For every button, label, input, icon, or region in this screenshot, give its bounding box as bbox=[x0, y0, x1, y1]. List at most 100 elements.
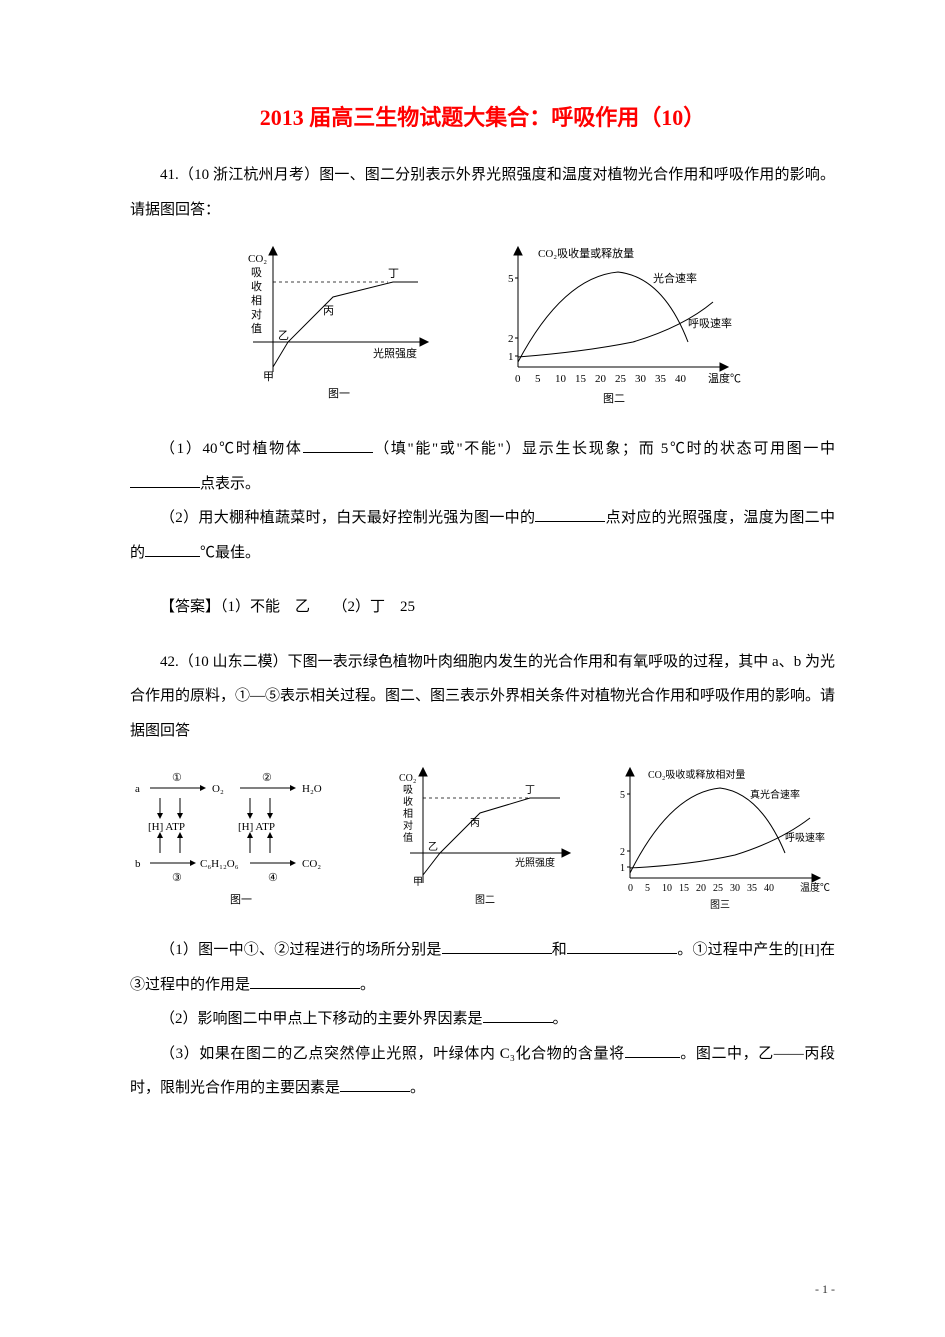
svg-text:2: 2 bbox=[620, 847, 625, 858]
q41-figures: CO₂ 吸 收 相 对 值 光照强度 甲 乙 丙 丁 图一 bbox=[130, 242, 835, 412]
fig5-chart: CO₂吸收或释放相对量 真光合速率 呼吸速率 温度℃ 5 2 1 0 5 10 … bbox=[600, 763, 835, 913]
svg-text:a: a bbox=[135, 783, 140, 795]
svg-text:值: 值 bbox=[251, 322, 262, 335]
svg-text:[H] ATP: [H] ATP bbox=[238, 821, 275, 833]
q42-figures: a O₂ H₂O ① ② [H] ATP [H] ATP b C₆H₁₂O₆ C… bbox=[130, 763, 835, 913]
svg-text:①: ① bbox=[172, 772, 182, 784]
svg-text:1: 1 bbox=[620, 863, 625, 874]
blank bbox=[250, 973, 360, 989]
text: （填"能"或"不能"）显示生长现象；而 5℃时的状态可用图一中 bbox=[373, 441, 835, 457]
fig1-chart: CO₂ 吸 收 相 对 值 光照强度 甲 乙 丙 丁 图一 bbox=[223, 242, 443, 412]
svg-text:40: 40 bbox=[675, 373, 687, 385]
svg-text:相: 相 bbox=[403, 807, 413, 820]
q41-answer: 【答案】（1）不能 乙 （2）丁 25 bbox=[130, 590, 835, 625]
svg-text:收: 收 bbox=[251, 279, 262, 293]
svg-text:吸: 吸 bbox=[251, 267, 262, 279]
svg-text:15: 15 bbox=[575, 373, 587, 385]
fig4-chart: CO₂ 吸 收 相 对 值 光照强度 甲 乙 丙 丁 图二 bbox=[385, 763, 580, 913]
text: （1）图一中①、②过程进行的场所分别是 bbox=[160, 942, 442, 958]
svg-text:20: 20 bbox=[595, 373, 607, 385]
svg-text:CO₂: CO₂ bbox=[399, 773, 416, 784]
svg-text:CO₂: CO₂ bbox=[302, 858, 321, 870]
text: （3）如果在图二的乙点突然停止光照，叶绿体内 C₃化合物的含量将 bbox=[160, 1046, 625, 1062]
svg-text:甲: 甲 bbox=[413, 877, 423, 888]
svg-text:丁: 丁 bbox=[525, 785, 535, 796]
svg-text:5: 5 bbox=[645, 883, 650, 894]
text: ℃最佳。 bbox=[200, 545, 260, 561]
q42-p1: （1）图一中①、②过程进行的场所分别是和。①过程中产生的[H]在③过程中的作用是… bbox=[130, 933, 835, 1002]
svg-text:③: ③ bbox=[172, 872, 182, 884]
svg-text:30: 30 bbox=[730, 883, 740, 894]
text: （1）40℃时植物体 bbox=[160, 441, 303, 457]
svg-text:乙: 乙 bbox=[278, 329, 289, 342]
svg-text:5: 5 bbox=[535, 373, 541, 385]
svg-text:0: 0 bbox=[515, 373, 521, 385]
svg-text:收: 收 bbox=[403, 795, 413, 808]
fig2-chart: CO₂吸收量或释放量 光合速率 呼吸速率 温度℃ 5 2 1 0 5 10 15… bbox=[483, 242, 743, 412]
blank bbox=[303, 437, 373, 453]
svg-text:乙: 乙 bbox=[428, 841, 438, 853]
svg-text:丙: 丙 bbox=[470, 818, 480, 829]
svg-text:对: 对 bbox=[251, 307, 262, 321]
blank bbox=[535, 506, 605, 522]
svg-text:10: 10 bbox=[662, 883, 672, 894]
svg-text:光照强度: 光照强度 bbox=[515, 856, 555, 869]
text: （2）影响图二中甲点上下移动的主要外界因素是 bbox=[160, 1011, 483, 1027]
svg-text:35: 35 bbox=[655, 373, 667, 385]
blank bbox=[625, 1042, 680, 1058]
svg-text:甲: 甲 bbox=[263, 371, 274, 383]
svg-text:呼吸速率: 呼吸速率 bbox=[688, 316, 732, 330]
svg-text:值: 值 bbox=[403, 831, 413, 844]
svg-text:对: 对 bbox=[403, 819, 413, 832]
svg-text:b: b bbox=[135, 858, 141, 870]
page-number: - 1 - bbox=[815, 1282, 835, 1297]
svg-text:10: 10 bbox=[555, 373, 567, 385]
q42-p2: （2）影响图二中甲点上下移动的主要外界因素是。 bbox=[130, 1002, 835, 1037]
svg-text:0: 0 bbox=[628, 883, 633, 894]
svg-text:④: ④ bbox=[268, 872, 278, 884]
blank bbox=[483, 1007, 553, 1023]
svg-text:真光合速率: 真光合速率 bbox=[750, 788, 800, 801]
svg-text:15: 15 bbox=[679, 883, 689, 894]
svg-text:2: 2 bbox=[508, 333, 514, 345]
fig3-diagram: a O₂ H₂O ① ② [H] ATP [H] ATP b C₆H₁₂O₆ C… bbox=[130, 763, 365, 913]
svg-text:5: 5 bbox=[620, 790, 625, 801]
svg-text:温度℃: 温度℃ bbox=[708, 371, 741, 385]
svg-text:20: 20 bbox=[696, 883, 706, 894]
text: （2）用大棚种植蔬菜时，白天最好控制光强为图一中的 bbox=[160, 510, 535, 526]
svg-text:光照强度: 光照强度 bbox=[373, 346, 417, 360]
page-title: 2013 届高三生物试题大集合：呼吸作用（10） bbox=[130, 100, 835, 132]
svg-text:温度℃: 温度℃ bbox=[800, 881, 830, 894]
blank bbox=[340, 1076, 410, 1092]
q41-p1: （1）40℃时植物体 （填"能"或"不能"）显示生长现象；而 5℃时的状态可用图一… bbox=[130, 432, 835, 501]
text: 和 bbox=[552, 942, 567, 958]
svg-text:光合速率: 光合速率 bbox=[653, 271, 697, 285]
svg-text:图二: 图二 bbox=[603, 392, 625, 405]
svg-text:CO₂吸收量或释放量: CO₂吸收量或释放量 bbox=[538, 246, 634, 260]
blank bbox=[130, 472, 200, 488]
svg-text:图一: 图一 bbox=[328, 387, 350, 400]
q42-p3: （3）如果在图二的乙点突然停止光照，叶绿体内 C₃化合物的含量将。图二中，乙——… bbox=[130, 1037, 835, 1106]
blank bbox=[567, 938, 677, 954]
svg-text:1: 1 bbox=[508, 351, 514, 363]
svg-text:吸: 吸 bbox=[403, 785, 413, 796]
text: 点表示。 bbox=[200, 476, 260, 492]
svg-text:相: 相 bbox=[251, 294, 262, 307]
text: 。 bbox=[360, 977, 375, 993]
q41-stem: 41.（10 浙江杭州月考）图一、图二分别表示外界光照强度和温度对植物光合作用和… bbox=[130, 158, 835, 227]
svg-text:②: ② bbox=[262, 772, 272, 784]
svg-text:[H] ATP: [H] ATP bbox=[148, 821, 185, 833]
blank bbox=[442, 938, 552, 954]
svg-text:C₆H₁₂O₆: C₆H₁₂O₆ bbox=[200, 858, 239, 870]
svg-text:CO₂吸收或释放相对量: CO₂吸收或释放相对量 bbox=[648, 768, 745, 781]
svg-text:图一: 图一 bbox=[230, 893, 252, 906]
svg-text:图二: 图二 bbox=[475, 894, 495, 906]
svg-text:25: 25 bbox=[713, 883, 723, 894]
q42-stem: 42.（10 山东二模）下图一表示绿色植物叶肉细胞内发生的光合作用和有氧呼吸的过… bbox=[130, 645, 835, 749]
svg-text:H₂O: H₂O bbox=[302, 783, 322, 795]
text: 。 bbox=[410, 1080, 425, 1096]
svg-text:5: 5 bbox=[508, 273, 514, 285]
q41-p2: （2）用大棚种植蔬菜时，白天最好控制光强为图一中的点对应的光照强度，温度为图二中… bbox=[130, 501, 835, 570]
svg-text:25: 25 bbox=[615, 373, 627, 385]
svg-text:40: 40 bbox=[764, 883, 774, 894]
